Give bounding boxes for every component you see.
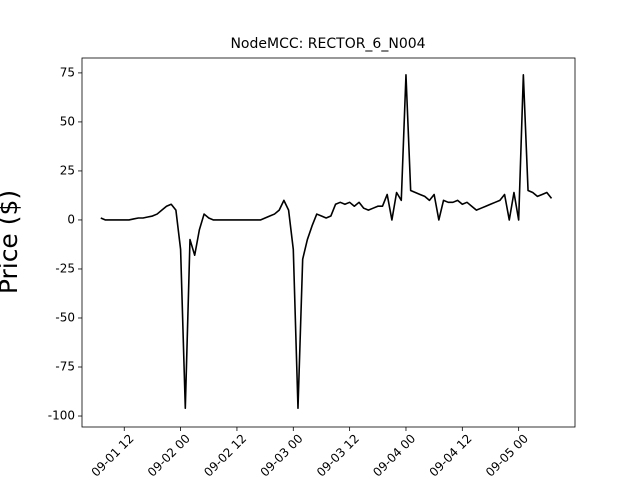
- y-tick-label: 75: [60, 65, 75, 79]
- y-tick-label: 0: [67, 212, 75, 226]
- y-tick-label: -50: [55, 310, 75, 324]
- plot-frame: [81, 57, 576, 428]
- x-tick-label: 09-05 00: [483, 431, 531, 479]
- y-axis-label: Price ($): [0, 190, 23, 294]
- chart-title: NodeMCC: RECTOR_6_N004: [230, 36, 425, 52]
- y-tick-label: -25: [55, 261, 75, 275]
- x-tick-label: 09-03 00: [258, 431, 306, 479]
- x-tick-label: 09-02 12: [201, 431, 249, 479]
- x-tick-label: 09-01 12: [89, 431, 137, 479]
- x-tick-label: 09-04 00: [370, 431, 418, 479]
- x-tick-label: 09-02 00: [145, 431, 193, 479]
- x-tick-label: 09-03 12: [314, 431, 362, 479]
- y-tick-label: 25: [60, 163, 75, 177]
- y-tick-label: -75: [55, 360, 75, 374]
- y-tick-label: -100: [48, 409, 75, 423]
- y-tick-label: 50: [60, 114, 75, 128]
- x-tick-label: 09-04 12: [427, 431, 475, 479]
- line-series: [100, 74, 553, 409]
